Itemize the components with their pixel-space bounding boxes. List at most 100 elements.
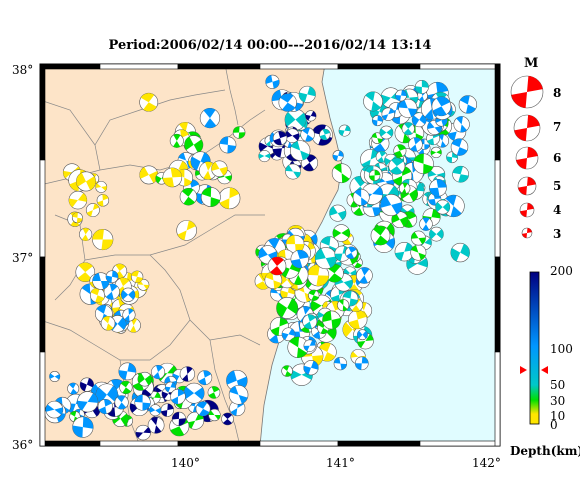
earthquake-event[interactable] (134, 394, 151, 411)
earthquake-event[interactable] (287, 336, 309, 358)
earthquake-event[interactable] (137, 371, 153, 387)
earthquake-event[interactable] (76, 171, 96, 192)
earthquake-event[interactable] (147, 416, 165, 434)
earthquake-event[interactable] (258, 149, 271, 163)
earthquake-event[interactable] (408, 137, 423, 152)
earthquake-event[interactable] (160, 403, 175, 417)
earthquake-event[interactable] (322, 310, 341, 330)
earthquake-event[interactable] (398, 98, 418, 118)
earthquake-event[interactable] (284, 108, 307, 131)
earthquake-event[interactable] (331, 163, 352, 184)
earthquake-event[interactable] (431, 96, 452, 117)
earthquake-event[interactable] (435, 199, 451, 215)
earthquake-event[interactable] (450, 138, 469, 156)
earthquake-event[interactable] (368, 169, 381, 182)
earthquake-event[interactable] (272, 130, 288, 146)
earthquake-event[interactable] (186, 411, 205, 430)
earthquake-event[interactable] (337, 299, 350, 312)
earthquake-event[interactable] (394, 242, 414, 262)
earthquake-event[interactable] (170, 388, 186, 405)
event-markers[interactable] (44, 74, 478, 441)
earthquake-event[interactable] (100, 316, 116, 331)
earthquake-event[interactable] (85, 203, 100, 218)
earthquake-event[interactable] (45, 400, 64, 419)
earthquake-event[interactable] (49, 371, 61, 382)
earthquake-event[interactable] (269, 317, 289, 337)
earthquake-event[interactable] (435, 134, 450, 148)
earthquake-event[interactable] (429, 178, 447, 197)
earthquake-event[interactable] (319, 128, 331, 141)
earthquake-event[interactable] (103, 283, 120, 300)
earthquake-event[interactable] (179, 366, 196, 382)
earthquake-event[interactable] (393, 144, 407, 158)
earthquake-event[interactable] (354, 356, 369, 371)
earthquake-event[interactable] (329, 204, 347, 222)
earthquake-event[interactable] (122, 308, 136, 322)
earthquake-event[interactable] (77, 391, 99, 413)
earthquake-event[interactable] (228, 385, 249, 405)
earthquake-event[interactable] (348, 309, 368, 330)
earthquake-event[interactable] (332, 150, 344, 162)
earthquake-event[interactable] (164, 381, 177, 393)
earthquake-event[interactable] (363, 91, 383, 112)
earthquake-event[interactable] (381, 107, 395, 121)
earthquake-event[interactable] (325, 263, 344, 283)
earthquake-event[interactable] (305, 110, 317, 122)
earthquake-event[interactable] (114, 395, 129, 410)
earthquake-event[interactable] (90, 287, 106, 303)
earthquake-event[interactable] (308, 289, 320, 301)
earthquake-event[interactable] (92, 228, 114, 251)
earthquake-event[interactable] (429, 226, 444, 242)
earthquake-event[interactable] (68, 190, 88, 210)
earthquake-event[interactable] (130, 270, 144, 283)
earthquake-event[interactable] (183, 382, 205, 404)
earthquake-event[interactable] (307, 264, 330, 287)
earthquake-event[interactable] (314, 247, 337, 270)
earthquake-event[interactable] (278, 93, 297, 112)
earthquake-event[interactable] (298, 85, 316, 103)
earthquake-event[interactable] (388, 157, 406, 175)
earthquake-event[interactable] (303, 360, 319, 376)
earthquake-event[interactable] (92, 272, 110, 290)
earthquake-event[interactable] (265, 74, 280, 89)
earthquake-event[interactable] (411, 112, 427, 128)
earthquake-event[interactable] (232, 126, 246, 139)
earthquake-event[interactable] (332, 224, 351, 242)
earthquake-event[interactable] (458, 95, 478, 114)
earthquake-event[interactable] (395, 89, 407, 102)
earthquake-event[interactable] (410, 230, 426, 246)
earthquake-event[interactable] (357, 329, 368, 341)
earthquake-event[interactable] (221, 412, 234, 426)
earthquake-event[interactable] (171, 411, 187, 426)
earthquake-event[interactable] (79, 227, 93, 241)
earthquake-event[interactable] (199, 107, 221, 129)
earthquake-event[interactable] (371, 115, 383, 127)
earthquake-event[interactable] (97, 398, 113, 415)
earthquake-event[interactable] (75, 262, 96, 282)
earthquake-event[interactable] (398, 182, 411, 195)
earthquake-event[interactable] (195, 401, 211, 417)
earthquake-event[interactable] (71, 212, 83, 224)
earthquake-event[interactable] (208, 408, 221, 422)
earthquake-event[interactable] (207, 386, 221, 399)
earthquake-event[interactable] (285, 163, 301, 180)
earthquake-event[interactable] (137, 278, 150, 291)
earthquake-event[interactable] (200, 187, 221, 208)
earthquake-event[interactable] (419, 217, 433, 231)
earthquake-event[interactable] (176, 220, 197, 241)
earthquake-event[interactable] (67, 382, 80, 395)
earthquake-event[interactable] (302, 314, 318, 330)
earthquake-event[interactable] (118, 362, 137, 381)
earthquake-event[interactable] (356, 267, 373, 284)
earthquake-event[interactable] (391, 211, 409, 229)
earthquake-event[interactable] (410, 244, 427, 261)
earthquake-event[interactable] (169, 133, 184, 148)
earthquake-event[interactable] (450, 242, 470, 263)
earthquake-event[interactable] (284, 128, 300, 144)
earthquake-event[interactable] (197, 370, 213, 386)
earthquake-event[interactable] (179, 188, 198, 206)
earthquake-event[interactable] (413, 153, 434, 175)
earthquake-event[interactable] (281, 365, 293, 377)
earthquake-event[interactable] (371, 132, 384, 144)
earthquake-event[interactable] (72, 416, 94, 438)
